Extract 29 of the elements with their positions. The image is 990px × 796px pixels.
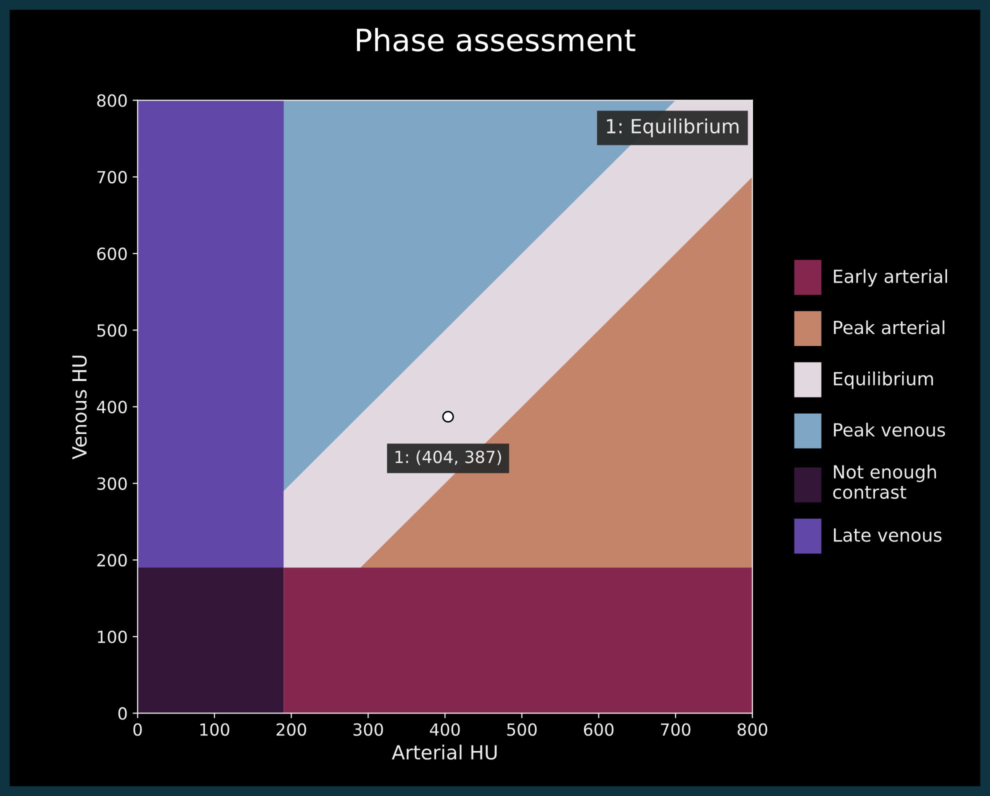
x-tick-label: 0: [133, 723, 142, 736]
y-tick-label: 400: [96, 400, 127, 414]
y-tick-label: 100: [98, 630, 127, 644]
x-tick-label: 300: [354, 723, 383, 736]
y-tick-label: 500: [97, 324, 127, 337]
legend-label: Late venous: [834, 528, 942, 542]
y-axis-title: Venous HU: [72, 356, 87, 460]
x-tick-label: 100: [200, 723, 230, 736]
annotation: 1: Equilibrium: [606, 118, 738, 138]
legend-label: Equilibrium: [834, 372, 933, 389]
legend-label: Peak arterial: [834, 320, 944, 334]
x-tick-label: 700: [661, 723, 690, 736]
x-tick-label: 200: [276, 723, 306, 736]
y-tick-label: 800: [97, 94, 127, 107]
y-tick-label: 600: [97, 247, 127, 260]
chart-title: Phase assessment: [356, 28, 636, 52]
legend-label: Early arterial: [834, 269, 948, 287]
legend-label: Not enough contrast: [833, 464, 936, 499]
x-tick-label: 500: [507, 723, 537, 736]
x-tick-label: 600: [584, 723, 614, 736]
annotation: 1: (404, 387): [396, 450, 502, 466]
y-tick-label: 300: [97, 477, 127, 490]
x-tick-label: 400: [430, 723, 460, 736]
y-tick-label: 0: [118, 707, 127, 720]
x-tick-label: 800: [738, 723, 768, 736]
legend-label: Peak venous: [834, 422, 946, 437]
y-tick-label: 200: [97, 554, 127, 567]
y-tick-label: 700: [97, 170, 127, 184]
x-axis-title: Arterial HU: [392, 744, 497, 760]
